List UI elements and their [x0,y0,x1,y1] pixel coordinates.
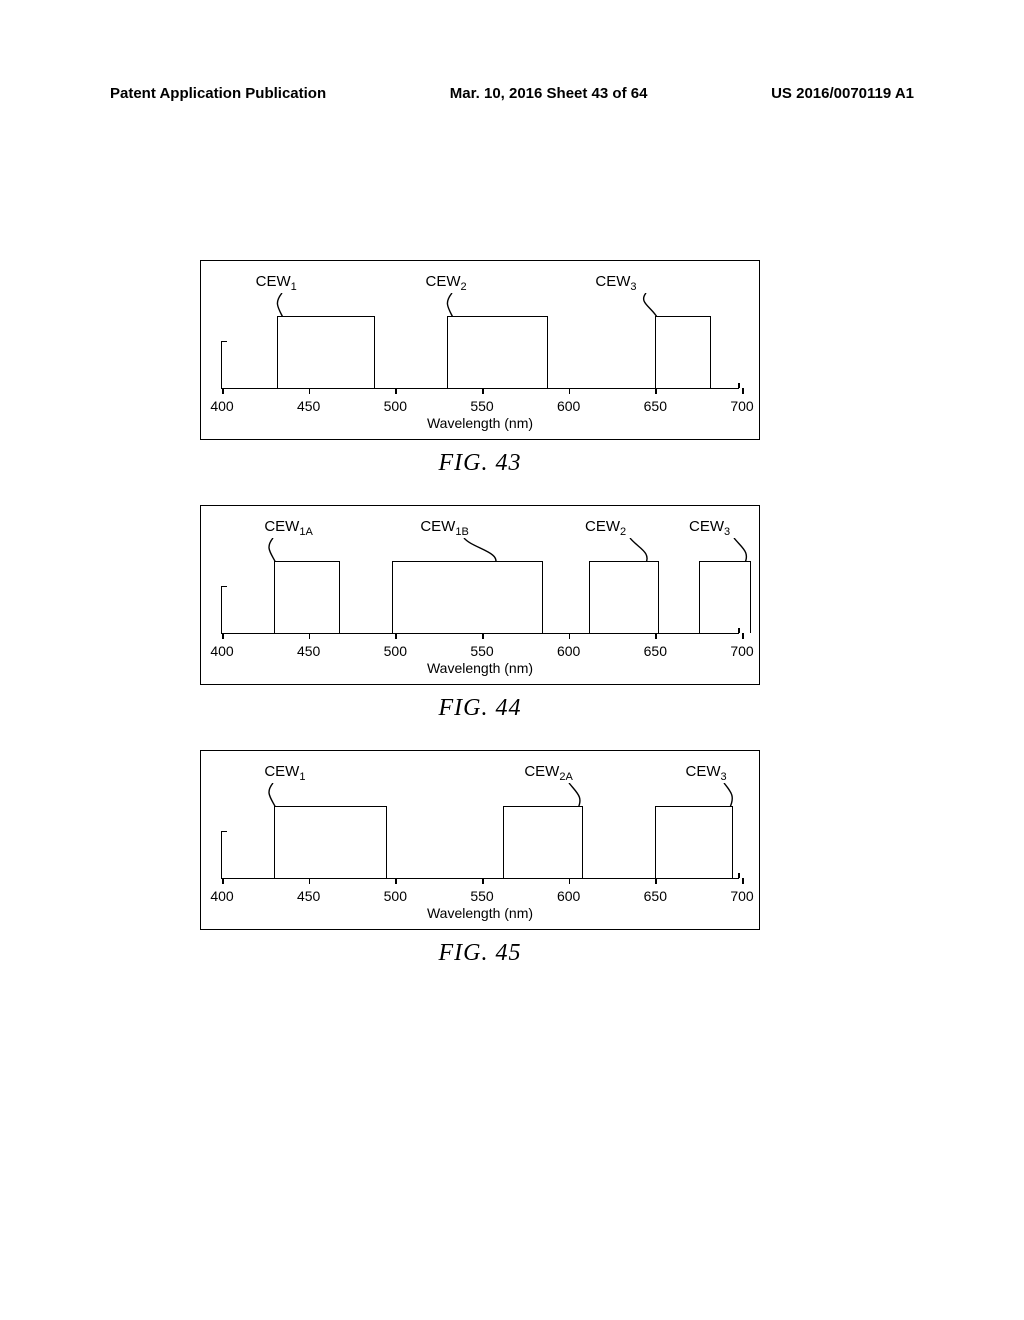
x-tick-label: 600 [557,643,580,659]
x-tick-label: 550 [470,643,493,659]
spectral-band [655,316,710,388]
x-tick-label: 400 [210,643,233,659]
band-label: CEW2A [524,763,572,783]
x-tick [742,388,744,394]
x-tick [222,878,224,884]
spectral-band [274,561,340,633]
page-header: Patent Application Publication Mar. 10, … [110,85,914,102]
x-tick-label: 500 [384,888,407,904]
x-tick [395,388,397,394]
x-tick-label: 500 [384,643,407,659]
band-label: CEW2 [426,273,467,293]
x-axis-label: Wavelength (nm) [427,415,533,431]
x-tick-label: 550 [470,398,493,414]
plot-area: 400450500550600650700 [221,586,739,634]
figure-block: CEW1CEW2ACEW3400450500550600650700Wavele… [200,750,760,967]
header-left: Patent Application Publication [110,85,326,102]
x-tick-label: 450 [297,398,320,414]
band-label: CEW1A [264,518,312,538]
x-tick-label: 400 [210,888,233,904]
figure-block: CEW1ACEW1BCEW2CEW3400450500550600650700W… [200,505,760,722]
figure-caption: FIG. 44 [200,695,760,722]
spectral-band [277,316,374,388]
figure-block: CEW1CEW2CEW3400450500550600650700Wavelen… [200,260,760,477]
band-label: CEW3 [686,763,727,783]
x-tick [395,633,397,639]
spectral-band [589,561,658,633]
x-tick-label: 650 [644,888,667,904]
band-label: CEW3 [595,273,636,293]
spectral-band [655,806,733,878]
band-label: CEW1 [264,763,305,783]
x-tick [482,388,484,394]
spectral-band [699,561,751,633]
band-label: CEW1B [420,518,468,538]
band-label: CEW3 [689,518,730,538]
x-tick [395,878,397,884]
x-tick-label: 600 [557,398,580,414]
x-tick-label: 450 [297,888,320,904]
x-tick [222,633,224,639]
header-center: Mar. 10, 2016 Sheet 43 of 64 [450,85,648,102]
plot-area: 400450500550600650700 [221,831,739,879]
figure-caption: FIG. 45 [200,940,760,967]
spectral-band [392,561,543,633]
x-tick [569,633,571,639]
x-tick [742,633,744,639]
band-label: CEW1 [256,273,297,293]
header-right: US 2016/0070119 A1 [771,85,914,102]
x-tick [655,388,657,394]
x-tick [482,633,484,639]
x-tick-label: 450 [297,643,320,659]
spectral-band [447,316,548,388]
x-tick-label: 400 [210,398,233,414]
x-tick [309,388,311,394]
x-tick [482,878,484,884]
chart-frame: CEW1CEW2ACEW3400450500550600650700Wavele… [200,750,760,930]
x-tick-label: 650 [644,643,667,659]
x-tick-label: 650 [644,398,667,414]
x-tick-label: 550 [470,888,493,904]
x-tick-label: 700 [730,888,753,904]
x-tick [222,388,224,394]
figures-container: CEW1CEW2CEW3400450500550600650700Wavelen… [200,260,760,995]
x-tick [655,878,657,884]
x-tick-label: 700 [730,398,753,414]
x-tick-label: 500 [384,398,407,414]
x-tick-label: 600 [557,888,580,904]
x-tick [309,878,311,884]
band-label: CEW2 [585,518,626,538]
x-axis-label: Wavelength (nm) [427,660,533,676]
x-tick [742,878,744,884]
plot-area: 400450500550600650700 [221,341,739,389]
spectral-band [274,806,387,878]
x-tick [569,388,571,394]
spectral-band [503,806,583,878]
chart-frame: CEW1ACEW1BCEW2CEW3400450500550600650700W… [200,505,760,685]
chart-frame: CEW1CEW2CEW3400450500550600650700Wavelen… [200,260,760,440]
x-tick [655,633,657,639]
x-tick-label: 700 [730,643,753,659]
x-tick [569,878,571,884]
x-tick [309,633,311,639]
figure-caption: FIG. 43 [200,450,760,477]
x-axis-label: Wavelength (nm) [427,905,533,921]
